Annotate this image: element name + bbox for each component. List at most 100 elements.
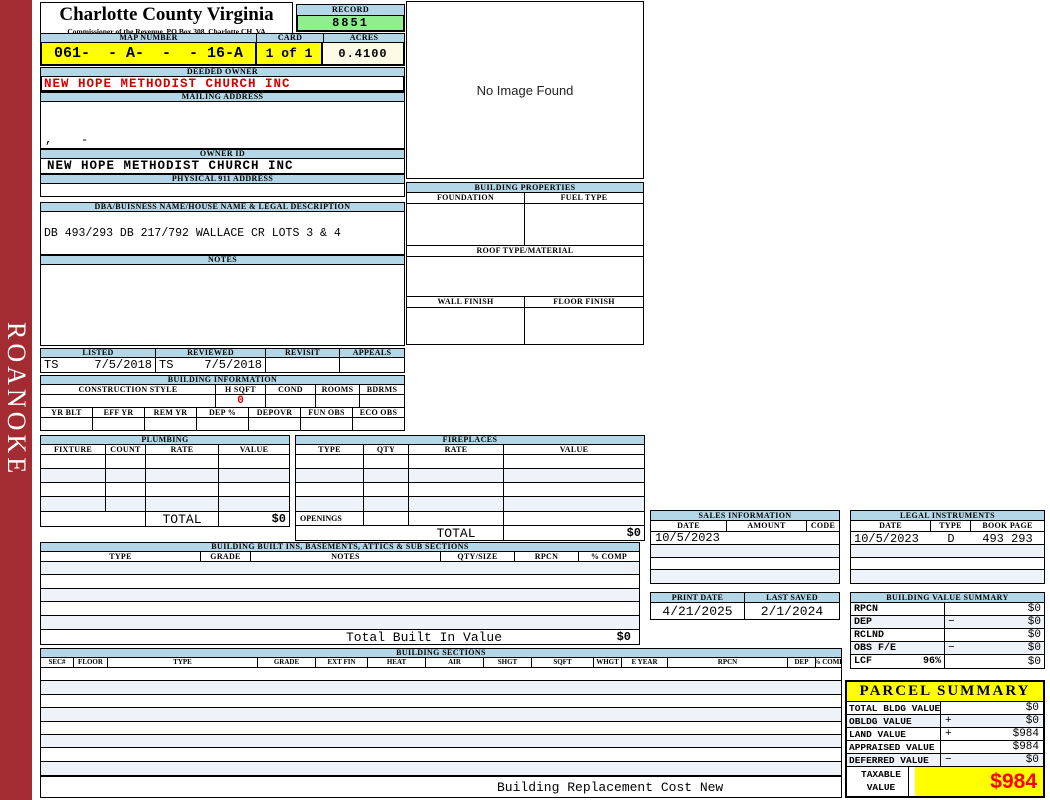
sales-rows: 10/5/2023 [650,532,840,584]
column-header: DEP [788,658,816,667]
acres-value: 0.4100 [323,43,403,64]
column-header: COUNT [106,445,146,454]
empty-row [851,558,1044,571]
column-header: FUN OBS [301,408,353,417]
empty-row [296,483,644,497]
print-save-headers: PRINT DATE LAST SAVED [650,592,840,603]
summary-label: RPCN [854,603,879,615]
mailing-address-box: , - [40,102,405,149]
column-header: ECO OBS [353,408,404,417]
empty-row [41,602,639,616]
summary-value: $0 [1027,655,1041,668]
empty-row [41,588,639,603]
summary-row: RCLND $0 [851,629,1044,642]
column-header: TYPE [41,552,201,561]
column-header: H SQFT [216,385,266,394]
parcel-row: DEFERRED VALUE − $0 [847,754,1043,767]
cond-value [266,395,316,407]
summary-row: DEP − $0 [851,616,1044,629]
column-header: FIXTURE [41,445,106,454]
legal-description-value: DB 493/293 DB 217/792 WALLACE CR LOTS 3 … [44,226,341,240]
fireplaces-total-value: $0 [626,526,641,540]
building-sections-footer: Building Replacement Cost New [40,776,842,798]
plumbing-total-label: TOTAL [146,512,219,526]
roof-type-value [406,257,644,297]
wall-floor-boxes [406,308,644,345]
summary-op: − [948,616,955,628]
listed-by: TS [44,358,59,372]
print-date-value: 4/21/2025 [651,603,745,619]
sale-date: 10/5/2023 [655,532,720,545]
column-header: DATE [651,521,727,531]
fireplaces-openings-row: OPENINGS [295,512,645,526]
review-values: TS 7/5/2018 TS 7/5/2018 [40,358,405,373]
print-save-values: 4/21/2025 2/1/2024 [650,603,840,620]
column-header: HEAT [368,658,426,667]
replacement-cost-label: Building Replacement Cost New [497,779,724,795]
legal-instruments-header: LEGAL INSTRUMENTS [850,510,1045,521]
empty-row [41,708,841,722]
map-card-acres-values: 061- - A- - - 16-A 1 of 1 0.4100 [40,43,405,66]
last-saved-header: LAST SAVED [745,593,839,602]
fireplaces-total-label: TOTAL [409,526,504,540]
built-ins-total-value: $0 [616,630,631,644]
parcel-row: LAND VALUE + $984 [847,728,1043,741]
building-value-summary-header: BUILDING VALUE SUMMARY [850,592,1045,603]
column-header: DEPOVR [249,408,301,417]
empty-row [651,570,839,583]
column-header: GRADE [201,552,251,561]
taxable-value-row: TAXABLE VALUE $984 [847,767,1043,796]
card-value: 1 of 1 [257,43,323,64]
building-info-columns-1: CONSTRUCTION STYLE H SQFT COND ROOMS BDR… [40,385,405,395]
built-ins-columns: TYPE GRADE NOTES QTY/SIZE RPCN % COMP [40,552,640,562]
map-number-header: MAP NUMBER [41,34,257,42]
summary-label: RCLND [854,629,885,641]
empty-row [651,558,839,571]
column-header: % COMP [579,552,639,561]
built-ins-header: BUILDING BUILT INS, BASEMENTS, ATTICS & … [40,542,640,552]
plumbing-header: PLUMBING [40,435,290,445]
column-header: WHGT [594,658,622,667]
legal-rows: 10/5/2023 D 493 293 [850,532,1045,584]
roof-header-row: ROOF TYPE/MATERIAL [406,246,644,257]
revisit-value [266,358,340,372]
built-ins-total-label: Total Built In Value [346,629,503,645]
empty-row [41,615,639,629]
no-image-text: No Image Found [476,82,574,98]
reviewed-by: TS [159,358,174,372]
listed-header: LISTED [41,349,156,357]
empty-row [296,469,644,483]
column-header: SQFT [532,658,594,667]
parcel-summary-rows: TOTAL BLDG VALUE $0 OBLDG VALUE + $0 LAND… [847,702,1043,767]
summary-row: OBS F/E − $0 [851,642,1044,655]
parcel-row: APPRAISED VALUE $984 [847,741,1043,754]
district-label: ROANOKE [2,322,31,478]
parcel-op: + [945,728,952,740]
empty-row [296,455,644,469]
summary-op: − [948,642,955,654]
column-header: CONSTRUCTION STYLE [41,385,216,394]
column-header: CODE [807,521,839,531]
column-header: COND [266,385,316,394]
empty-row [41,722,841,735]
fuel-type-value [525,204,643,245]
empty-row [41,695,841,709]
parcel-op: − [945,754,952,766]
column-header: SHGT [484,658,532,667]
empty-row [851,570,1044,583]
rooms-value [316,395,360,407]
plumbing-total-row: TOTAL $0 [40,512,290,527]
foundation-fuel-boxes [406,204,644,246]
column-header: VALUE [504,445,644,454]
summary-row: RPCN $0 [851,603,1044,616]
column-header: TYPE [931,521,971,531]
bdrms-value [360,395,404,407]
column-header: AMOUNT [727,521,807,531]
commissioner-address: Commissioner of the Revenue, PO Box 308,… [67,27,266,36]
building-info-columns-2: YR BLT EFF YR REM YR DEP % DEPOVR FUN OB… [40,408,405,418]
county-title: Charlotte County Virginia [59,4,274,25]
summary-value: $0 [1027,642,1041,654]
legal-description-box: DB 493/293 DB 217/792 WALLACE CR LOTS 3 … [40,212,405,255]
column-header: SEC# [41,658,74,667]
legal-columns: DATE TYPE BOOK PAGE [850,521,1045,532]
